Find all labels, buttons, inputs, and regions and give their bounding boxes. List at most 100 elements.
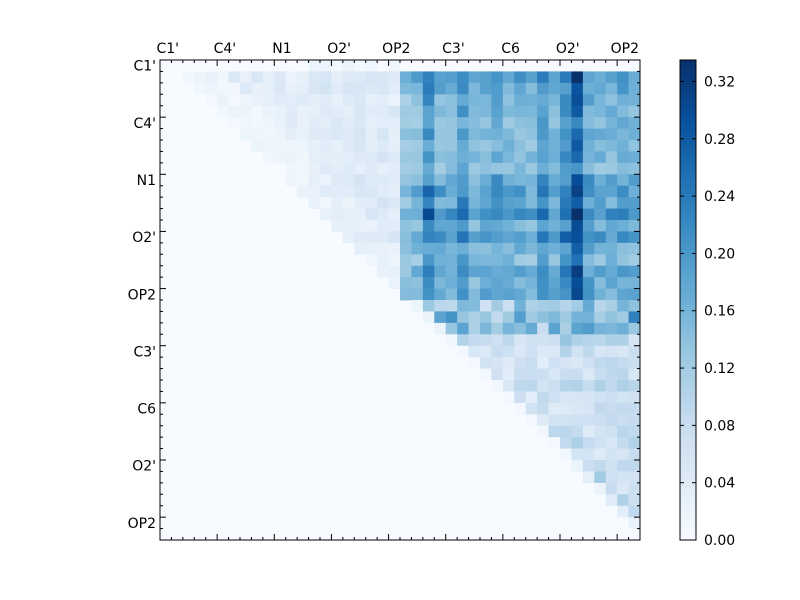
- heatmap-cell: [571, 460, 584, 472]
- heatmap-cell: [605, 277, 618, 289]
- heatmap-cell: [308, 94, 321, 107]
- heatmap-cell: [525, 402, 538, 415]
- heatmap-cell: [388, 128, 401, 141]
- heatmap-cells: [160, 60, 641, 540]
- heatmap-cell: [480, 265, 492, 278]
- heatmap-cell: [548, 128, 561, 141]
- heatmap-cell: [514, 94, 527, 107]
- heatmap-cell: [548, 231, 561, 244]
- heatmap-cell: [480, 140, 492, 152]
- heatmap-cell: [571, 220, 584, 232]
- heatmap-cell: [400, 82, 412, 95]
- heatmap-cell: [605, 391, 618, 404]
- heatmap-cell: [434, 208, 447, 221]
- heatmap-cell: [388, 71, 401, 84]
- heatmap-cell: [365, 151, 378, 164]
- heatmap-cell: [297, 94, 309, 107]
- heatmap-cell: [377, 185, 389, 198]
- heatmap-cell: [582, 288, 595, 301]
- heatmap-cell: [285, 162, 298, 175]
- heatmap-cell: [514, 357, 527, 369]
- heatmap-cell: [342, 71, 355, 84]
- heatmap-cell: [388, 185, 401, 198]
- heatmap-cell: [480, 94, 492, 107]
- heatmap-cell: [251, 117, 264, 129]
- heatmap-cell: [377, 254, 389, 267]
- heatmap-cell: [422, 311, 435, 324]
- heatmap-cell: [422, 82, 435, 95]
- heatmap-cell: [525, 300, 538, 312]
- heatmap-cell: [491, 300, 504, 312]
- heatmap-cell: [468, 162, 481, 175]
- heatmap-cell: [491, 277, 504, 289]
- heatmap-cell: [617, 368, 629, 381]
- heatmap-cell: [285, 151, 298, 164]
- heatmap-cell: [342, 60, 355, 72]
- heatmap-cell: [445, 208, 458, 221]
- heatmap-cell: [605, 242, 618, 255]
- heatmap-cell: [308, 174, 321, 187]
- heatmap-cell: [457, 254, 469, 267]
- heatmap-cell: [502, 368, 515, 381]
- heatmap-cell: [571, 242, 584, 255]
- heatmap-cell: [434, 311, 447, 324]
- heatmap-cell: [457, 82, 469, 95]
- heatmap-cell: [514, 208, 527, 221]
- heatmap-cell: [491, 82, 504, 95]
- heatmap-cell: [537, 277, 549, 289]
- heatmap-cell: [617, 105, 629, 118]
- heatmap-cell: [411, 277, 424, 289]
- heatmap-cell: [445, 185, 458, 198]
- heatmap-cell: [445, 105, 458, 118]
- heatmap-cell: [400, 220, 412, 232]
- heatmap-cell: [320, 197, 332, 209]
- heatmap-cell: [594, 71, 607, 84]
- heatmap-cell: [628, 448, 641, 461]
- heatmap-cell: [548, 345, 561, 358]
- heatmap-cell: [548, 117, 561, 129]
- heatmap-cell: [320, 82, 332, 95]
- heatmap-cell: [628, 357, 641, 369]
- heatmap-cell: [502, 357, 515, 369]
- heatmap-cell: [560, 380, 572, 392]
- heatmap-cell: [480, 368, 492, 381]
- heatmap-cell: [354, 151, 367, 164]
- y-tick-label: C6: [137, 402, 156, 418]
- colorbar-tick-label: 0.24: [704, 189, 735, 205]
- heatmap-cell: [388, 151, 401, 164]
- heatmap-cell: [468, 94, 481, 107]
- heatmap-cell: [548, 277, 561, 289]
- heatmap-cell: [377, 208, 389, 221]
- heatmap-cell: [388, 140, 401, 152]
- heatmap-cell: [320, 140, 332, 152]
- heatmap-cell: [422, 151, 435, 164]
- heatmap-cell: [594, 482, 607, 495]
- heatmap-cell: [400, 277, 412, 289]
- heatmap-cell: [525, 231, 538, 244]
- heatmap-cell: [502, 380, 515, 392]
- heatmap-cell: [297, 174, 309, 187]
- heatmap-cell: [548, 162, 561, 175]
- colorbar-tick-label: 0.08: [704, 418, 735, 434]
- heatmap-cell: [582, 254, 595, 267]
- heatmap-cell: [548, 105, 561, 118]
- heatmap-cell: [548, 391, 561, 404]
- heatmap-cell: [457, 300, 469, 312]
- heatmap-cell: [582, 117, 595, 129]
- heatmap-cell: [628, 402, 641, 415]
- heatmap-cell: [537, 174, 549, 187]
- heatmap-cell: [582, 128, 595, 141]
- heatmap-cell: [445, 220, 458, 232]
- heatmap-cell: [571, 300, 584, 312]
- heatmap-cell: [537, 105, 549, 118]
- heatmap-cell: [457, 128, 469, 141]
- heatmap-cell: [605, 94, 618, 107]
- heatmap-cell: [525, 71, 538, 84]
- heatmap-cell: [502, 162, 515, 175]
- heatmap-cell: [525, 117, 538, 129]
- heatmap-cell: [240, 94, 252, 107]
- heatmap-cell: [628, 288, 641, 301]
- heatmap-cell: [320, 71, 332, 84]
- heatmap-cell: [525, 82, 538, 95]
- heatmap-cell: [548, 322, 561, 335]
